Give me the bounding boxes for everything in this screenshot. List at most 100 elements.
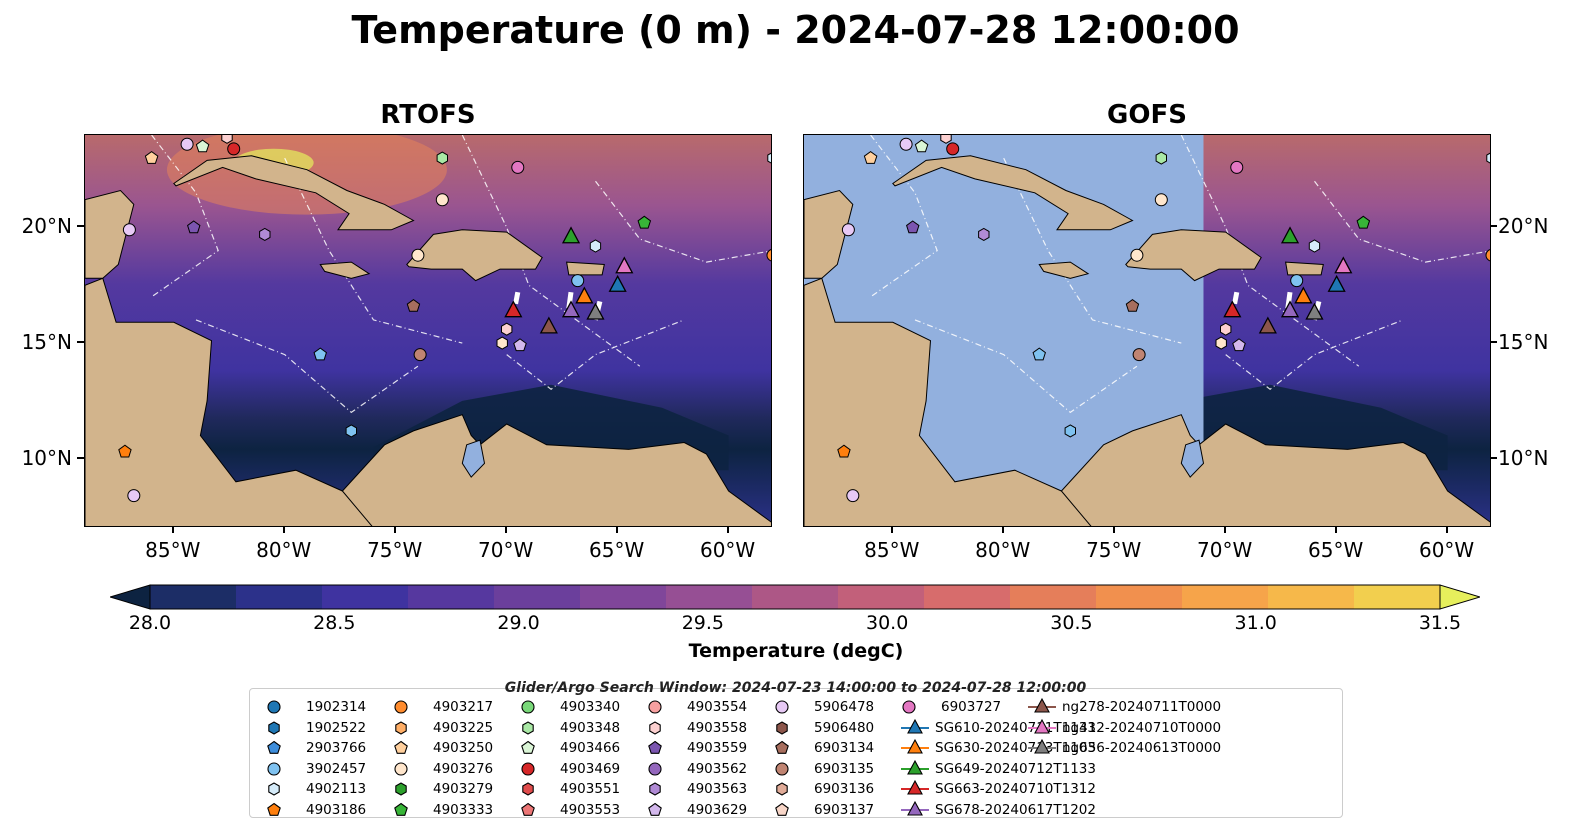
argo-float-marker [259, 227, 271, 241]
legend-label: ng278-20240711T0000 [1062, 699, 1222, 715]
legend-marker-icon [648, 740, 662, 754]
colorbar-segment [1010, 585, 1097, 609]
argo-float-marker [313, 347, 327, 361]
argo-float-marker [1220, 322, 1232, 336]
colorbar-tick-label: 31.5 [1418, 612, 1462, 634]
colorbar-segment [580, 585, 667, 609]
argo-float-marker [767, 152, 771, 164]
panel-title-gofs: GOFS [1107, 100, 1187, 130]
legend-label: 4903563 [687, 781, 748, 797]
colorbar-tick-label: 30.0 [865, 612, 909, 634]
colorbar-segment [494, 585, 581, 609]
hispaniola [1125, 229, 1262, 282]
colorbar-label: Temperature (degC) [688, 640, 904, 662]
legend-marker-icon [775, 700, 789, 714]
eez-boundary [1003, 157, 1182, 344]
eez-boundary [914, 319, 1138, 414]
lat-tick [77, 456, 84, 459]
argo-float-marker [1230, 160, 1244, 174]
eez-boundary [1225, 319, 1404, 391]
colorbar-ticks: 28.0 28.5 29.0 29.5 30.0 30.5 31.0 31.5 [128, 612, 1462, 634]
legend-marker-icon [775, 740, 789, 754]
map-canvas [804, 135, 1490, 526]
south-america [1060, 414, 1490, 526]
colorbar-segment [924, 585, 1011, 609]
colorbar-segment [1096, 585, 1183, 609]
argo-float-marker [841, 223, 855, 237]
map-gofs[interactable] [803, 134, 1491, 527]
colorbar-tick-label: 28.0 [128, 612, 172, 634]
glider-marker [1223, 300, 1242, 318]
argo-float-marker [914, 139, 929, 153]
argo-float-marker [118, 444, 132, 458]
glider-marker [1280, 300, 1300, 318]
lon-tick [726, 527, 729, 533]
argo-float-marker [1032, 347, 1046, 361]
map-rtofs[interactable] [84, 134, 772, 527]
legend-marker-icon [395, 720, 407, 735]
lon-tick-label: 85°W [864, 538, 920, 562]
legend-marker-icon [775, 761, 789, 776]
argo-float-marker [513, 338, 527, 352]
colorbar-tick-label: 29.0 [497, 612, 540, 634]
main-title: Temperature (0 m) - 2024-07-28 12:00:00 [351, 8, 1240, 52]
glider-marker [575, 286, 594, 304]
legend-marker-icon [268, 720, 280, 735]
lon-tick [1112, 527, 1115, 533]
legend-marker-icon [1034, 697, 1050, 713]
legend-label: SG630-20240713T1103 [935, 740, 1096, 756]
legend-label: 4903225 [433, 719, 494, 736]
argo-float-marker [899, 137, 913, 151]
colorbar-segment [838, 585, 925, 609]
yucatan [85, 189, 135, 279]
hispaniola [406, 229, 543, 282]
lon-tick [1223, 527, 1226, 533]
argo-float-marker [496, 336, 508, 350]
legend-marker-icon [907, 800, 923, 816]
lon-tick-label: 70°W [478, 538, 534, 562]
lake-maracaibo [461, 439, 486, 478]
jamaica [319, 261, 371, 279]
legend-marker-icon [649, 720, 661, 735]
legend-marker-icon [1034, 718, 1050, 734]
legend-marker-icon [394, 761, 408, 776]
puerto-rico [565, 261, 605, 276]
legend-label: 4903333 [433, 801, 494, 818]
legend-label: 4903469 [560, 760, 621, 777]
legend-marker-icon [902, 700, 916, 714]
eez-boundary [595, 180, 771, 263]
lon-tick [1001, 527, 1004, 533]
legend-marker-icon [776, 720, 788, 735]
argo-float-marker [1155, 151, 1167, 165]
glider-marker [1280, 226, 1300, 244]
glider-marker [1327, 274, 1346, 292]
legend-label: SG610-20240711T1133 [935, 719, 1096, 736]
colorbar-segment [408, 585, 495, 609]
argo-float-marker [227, 142, 241, 156]
legend-marker-icon [268, 782, 280, 796]
lon-tick-label: 85°W [145, 538, 201, 562]
legend-marker-icon [267, 700, 281, 714]
legend-label: 4903250 [433, 740, 494, 756]
legend-label: 4903629 [687, 801, 748, 818]
legend-label: SG678-20240617T1202 [935, 801, 1096, 818]
colorbar-segment [1182, 585, 1269, 609]
legend-marker-icon [775, 802, 789, 816]
glider-marker [615, 256, 634, 274]
argo-float-marker [511, 160, 525, 174]
glider-track [1232, 291, 1240, 305]
lon-tick-label: 75°W [367, 538, 423, 562]
legend-label: 2903766 [306, 740, 367, 756]
glider-marker [1334, 256, 1353, 274]
south-america [341, 414, 771, 526]
legend-marker-icon [267, 802, 281, 816]
colorbar-segment [1354, 585, 1441, 609]
lon-tick-label: 80°W [256, 538, 312, 562]
map-axes: 85°W 80°W 75°W 70°W 65°W 60°W 20°N 15°N 10°N 85°W… [22, 214, 1549, 562]
argo-float-marker [637, 215, 652, 229]
lon-tick-label: 80°W [975, 538, 1031, 562]
glider-marker [1258, 316, 1277, 334]
legend-marker-icon [521, 740, 535, 754]
lon-tick-label: 60°W [1418, 538, 1475, 562]
lon-tick [393, 527, 396, 533]
